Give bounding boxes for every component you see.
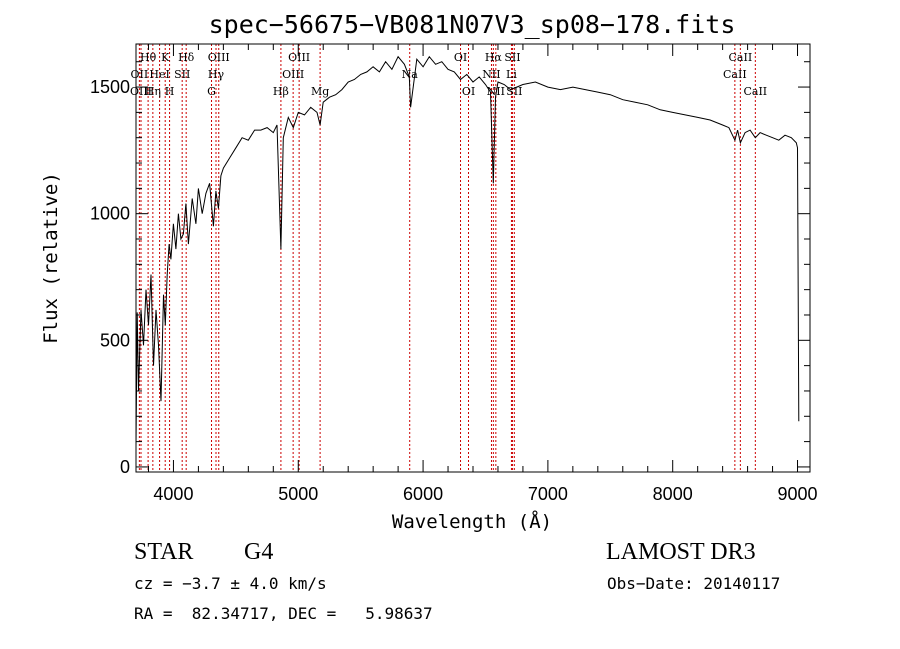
line-marker-label: Hδ [178, 51, 195, 64]
coordinates-text: RA = 82.34717, DEC = 5.98637 [134, 604, 433, 623]
line-marker-group [138, 44, 756, 472]
y-tick-label: 500 [100, 330, 130, 350]
line-marker-label: OIII [208, 51, 230, 64]
plot-frame [135, 43, 811, 473]
x-tick-label: 5000 [278, 484, 318, 504]
line-marker-label: G [207, 85, 216, 98]
line-marker-label: OII [131, 68, 149, 81]
line-marker-label: Na [402, 68, 419, 81]
line-marker-label: HeI [149, 68, 169, 81]
line-marker-label: OIII [130, 85, 152, 98]
line-marker-label: CaII [743, 85, 767, 98]
y-axis-label: Flux (relative) [40, 172, 62, 344]
line-marker-label: Mg [311, 85, 329, 98]
y-tick-label: 1000 [90, 204, 130, 224]
obs-date-text: Obs−Date: 20140117 [607, 574, 781, 593]
x-tick-label: 9000 [777, 484, 817, 504]
line-marker-label: SII [506, 85, 522, 98]
line-marker-label: Hγ [208, 68, 225, 81]
line-marker-label: NII [487, 85, 505, 98]
line-marker-label: Li [506, 68, 517, 81]
x-axis-label: Wavelength (Å) [392, 510, 552, 533]
line-marker-label: Hη [145, 85, 161, 98]
line-marker-label: NII [482, 68, 500, 81]
object-class: STAR [134, 539, 194, 565]
chart-title: spec−56675−VB081N07V3_sp08−178.fits [209, 10, 736, 39]
line-marker-label: H [165, 85, 175, 98]
line-marker-label: Hβ [273, 85, 289, 98]
x-tick-label: 6000 [403, 484, 443, 504]
survey-name: LAMOST DR3 [606, 539, 756, 565]
flux-series-line [135, 55, 800, 447]
line-marker-label: Hα [485, 51, 503, 64]
axis-ticks [136, 44, 810, 472]
line-marker-label: OI [462, 85, 475, 98]
tick-label-group: 4000 5000 6000 7000 8000 9000 0 500 1000 1500 [90, 77, 818, 504]
y-tick-label: 0 [120, 457, 130, 477]
x-tick-label: 8000 [653, 484, 693, 504]
line-marker-label: CaII [729, 51, 753, 64]
line-marker-label: OIII [282, 68, 304, 81]
line-marker-label: Hθ [140, 51, 157, 64]
line-marker-label: SII [174, 68, 190, 81]
redshift-text: cz = −3.7 ± 4.0 km/s [134, 574, 327, 593]
line-marker-label: SII [504, 51, 520, 64]
x-tick-label: 7000 [528, 484, 568, 504]
line-marker-label: OIII [288, 51, 310, 64]
line-marker-label: CaII [723, 68, 747, 81]
line-marker-label: OI [454, 51, 467, 64]
y-tick-label: 1500 [90, 77, 130, 97]
x-tick-label: 4000 [153, 484, 193, 504]
line-marker-label: K [161, 51, 170, 64]
spectral-subclass: G4 [244, 539, 274, 565]
